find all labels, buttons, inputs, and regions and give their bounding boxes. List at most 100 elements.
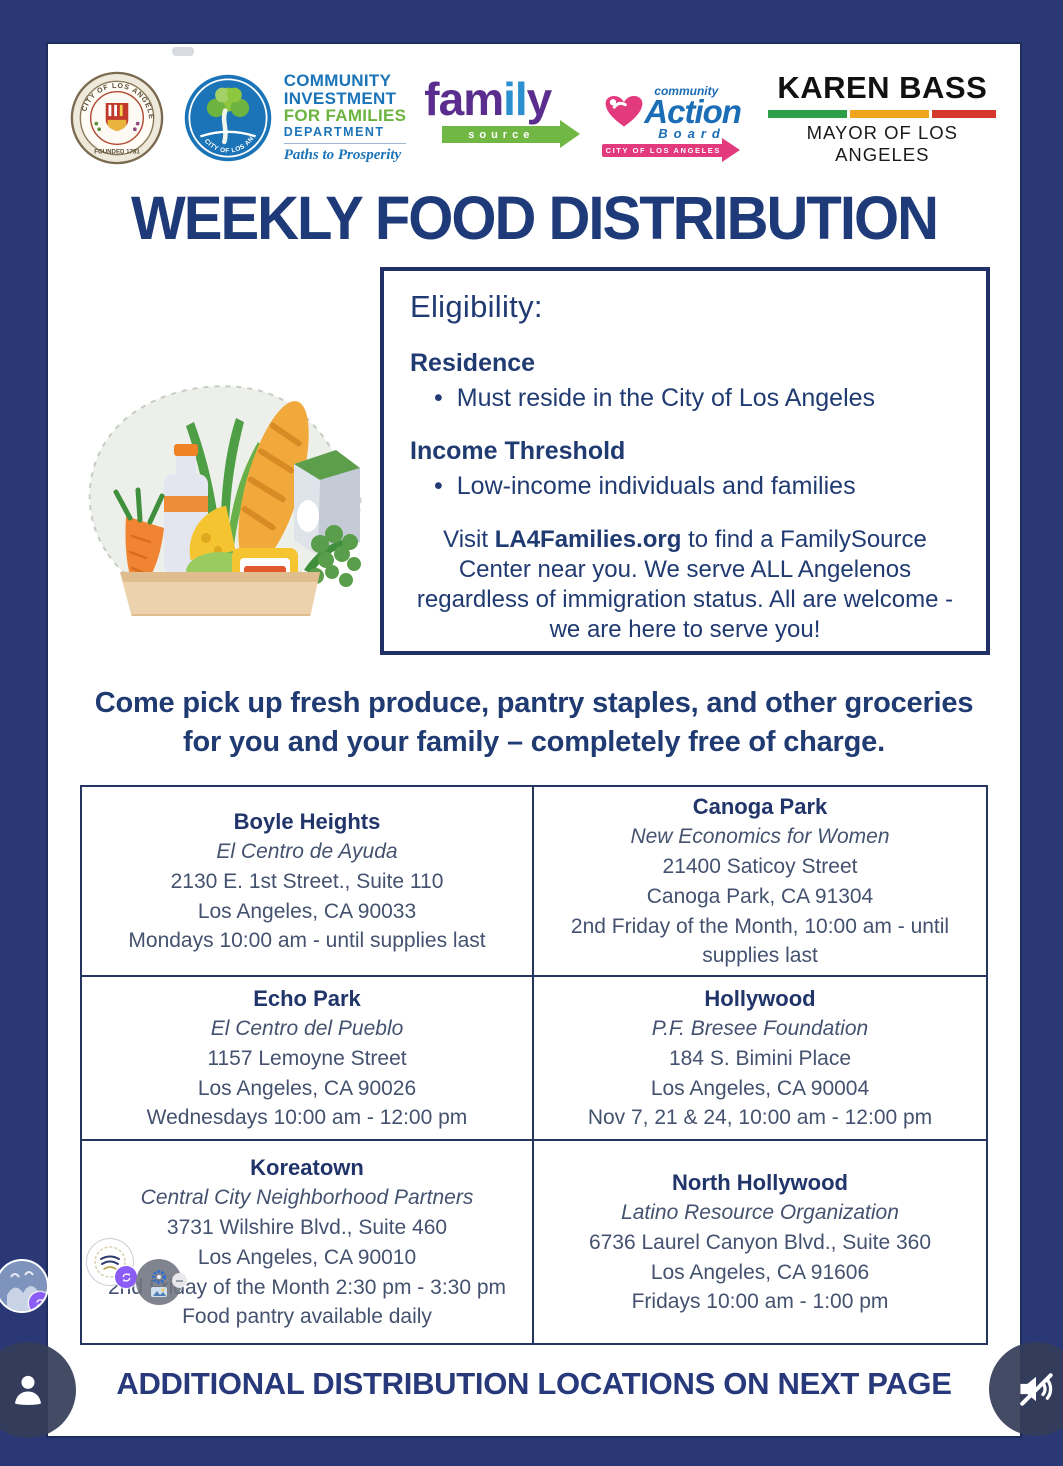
location-extra: Food pantry available daily (182, 1305, 432, 1329)
eligibility-heading: Eligibility: (410, 289, 543, 324)
location-org: El Centro de Ayuda (216, 839, 398, 863)
cifd-line3: FOR FAMILIES (283, 106, 407, 126)
location-name: Echo Park (253, 985, 361, 1011)
speaker-muted-icon (1020, 1373, 1053, 1406)
family-source-wordmark: family (424, 76, 582, 122)
location-org: El Centro del Pueblo (210, 1017, 404, 1040)
community-action-board-logo: community Action Board CITY OF LOS ANGEL… (600, 76, 748, 162)
cifd-tree-icon: CITY OF LOS ANGELES (182, 72, 271, 162)
tiny-picture-icon (151, 1286, 167, 1297)
location-schedule: 2nd Friday of the Month 2:30 pm - 3:30 p… (107, 1275, 507, 1299)
location-cell-canoga-park: Canoga Park New Economics for Women 2140… (534, 787, 986, 977)
location-org: P.F. Bresee Foundation (651, 1017, 869, 1040)
yellow-bar-segment (850, 110, 929, 118)
location-org: Latino Resource Organization (621, 1200, 899, 1224)
residence-label: Residence (410, 349, 536, 377)
header-logo-row: CITY OF LOS ANGELES FOUNDED 1781 (48, 66, 1020, 170)
tricolor-bar (768, 110, 997, 118)
location-name: Hollywood (704, 985, 816, 1011)
cifd-line2: INVESTMENT (283, 88, 397, 108)
cab-heart-icon (605, 95, 643, 127)
la4families-link[interactable]: LA4Families.org (494, 526, 682, 553)
location-address1: 6736 Laurel Canyon Blvd., Suite 360 (588, 1230, 932, 1254)
location-schedule: Fridays 10:00 am - 1:00 pm (631, 1290, 889, 1314)
location-address2: Los Angeles, CA 90010 (197, 1245, 417, 1269)
residence-bullet-text: Must reside in the City of Los Angeles (456, 384, 876, 412)
mayor-title: MAYOR OF LOS ANGELES (806, 122, 959, 165)
location-schedule: Mondays 10:00 am - until supplies last (128, 929, 486, 953)
floating-avatar-sticker[interactable] (0, 1261, 47, 1311)
location-address1: 1157 Lemoyne Street (207, 1046, 407, 1070)
location-schedule: Wednesdays 10:00 am - 12:00 pm (146, 1106, 468, 1130)
milk-carton-shape (294, 450, 360, 556)
fs-word-part: il (503, 73, 528, 125)
location-cell-boyle-heights: Boyle Heights El Centro de Ayuda 2130 E.… (82, 787, 534, 977)
location-address2: Canoga Park, CA 91304 (646, 884, 874, 908)
svg-text:FOUNDED 1781: FOUNDED 1781 (94, 149, 140, 156)
location-address2: Los Angeles, CA 90026 (197, 1076, 417, 1100)
arrow-right-icon (560, 120, 581, 148)
cifd-line1: COMMUNITY (283, 71, 392, 91)
flyer-page: CITY OF LOS ANGELES FOUNDED 1781 (48, 44, 1020, 1436)
footer-note: ADDITIONAL DISTRIBUTION LOCATIONS ON NEX… (116, 1366, 952, 1401)
sync-icon (29, 1292, 47, 1311)
floating-logo-sticker[interactable] (87, 1239, 137, 1288)
la-city-seal-logo: CITY OF LOS ANGELES FOUNDED 1781 (70, 71, 163, 165)
location-schedule: Nov 7, 21 & 24, 10:00 am - 12:00 pm (587, 1106, 933, 1130)
profile-button[interactable] (0, 1342, 76, 1438)
cifd-tagline: Paths to Prosperity (283, 147, 402, 164)
gear-icon (152, 1269, 166, 1284)
income-label: Income Threshold (410, 437, 626, 465)
location-address1: 2130 E. 1st Street., Suite 110 (170, 869, 444, 893)
box-shape (120, 572, 320, 616)
red-bar-segment (931, 110, 997, 118)
cab-word-community: community (654, 84, 719, 98)
family-source-logo: family source (424, 76, 582, 160)
page-title: WEEKLY FOOD DISTRIBUTION (131, 184, 939, 253)
location-address2: Los Angeles, CA 90004 (650, 1076, 870, 1100)
location-cell-koreatown: Koreatown Central City Neighborhood Part… (82, 1141, 534, 1343)
arrow-right-icon (722, 138, 741, 162)
intro-text: Come pick up fresh produce, pantry stapl… (94, 687, 974, 758)
cifd-wordmark: COMMUNITY INVESTMENT FOR FAMILIES DEPART… (283, 71, 407, 164)
baguette-shape (238, 401, 309, 568)
location-name: North Hollywood (672, 1169, 848, 1195)
location-address2: Los Angeles, CA 90033 (197, 899, 417, 923)
eligibility-note: Visit LA4Families.org to find a FamilySo… (410, 525, 960, 645)
green-bar-segment (768, 110, 848, 118)
mute-button[interactable] (989, 1342, 1063, 1436)
income-bullet-text: Low-income individuals and families (456, 472, 856, 500)
cifd-line4: DEPARTMENT (283, 126, 407, 145)
mayor-name: KAREN BASS (777, 70, 988, 105)
location-cell-hollywood: Hollywood P.F. Bresee Foundation 184 S. … (534, 977, 986, 1141)
parsley-shape (304, 525, 361, 587)
location-name: Canoga Park (692, 793, 828, 819)
location-name: Koreatown (250, 1154, 364, 1180)
location-schedule: 2nd Friday of the Month, 10:00 am - unti… (570, 914, 950, 968)
groceries-box-illustration (88, 385, 362, 616)
location-address1: 3731 Wilshire Blvd., Suite 460 (166, 1215, 448, 1239)
location-cell-echo-park: Echo Park El Centro del Pueblo 1157 Lemo… (82, 977, 534, 1141)
fs-word-part: y (526, 73, 553, 125)
eligibility-box: Eligibility: Residence Must reside in th… (380, 267, 990, 655)
location-cell-north-hollywood: North Hollywood Latino Resource Organiza… (534, 1141, 986, 1343)
location-org: New Economics for Women (630, 825, 890, 849)
karen-bass-logo: KAREN BASS MAYOR OF LOS ANGELES (766, 70, 998, 166)
seal-shield (105, 102, 128, 132)
cab-word-action: Action (644, 93, 742, 130)
cifd-logo: CITY OF LOS ANGELES COMMUNITY INVESTMENT… (182, 72, 407, 164)
top-gray-marker (172, 47, 194, 56)
minus-icon (172, 1273, 187, 1288)
cab-banner: CITY OF LOS ANGELES (602, 144, 725, 157)
location-address1: 184 S. Bimini Place (668, 1046, 852, 1070)
location-address1: 21400 Saticoy Street (662, 854, 858, 878)
fs-word-part: fam (424, 73, 504, 125)
location-address2: Los Angeles, CA 91606 (650, 1260, 870, 1284)
note-suffix: to find a FamilySource Center near you. … (416, 526, 954, 643)
floating-widget-sticker[interactable] (136, 1259, 187, 1305)
sync-icon (115, 1266, 137, 1288)
location-org: Central City Neighborhood Partners (140, 1186, 474, 1210)
location-name: Boyle Heights (233, 808, 381, 834)
person-icon (14, 1375, 42, 1405)
